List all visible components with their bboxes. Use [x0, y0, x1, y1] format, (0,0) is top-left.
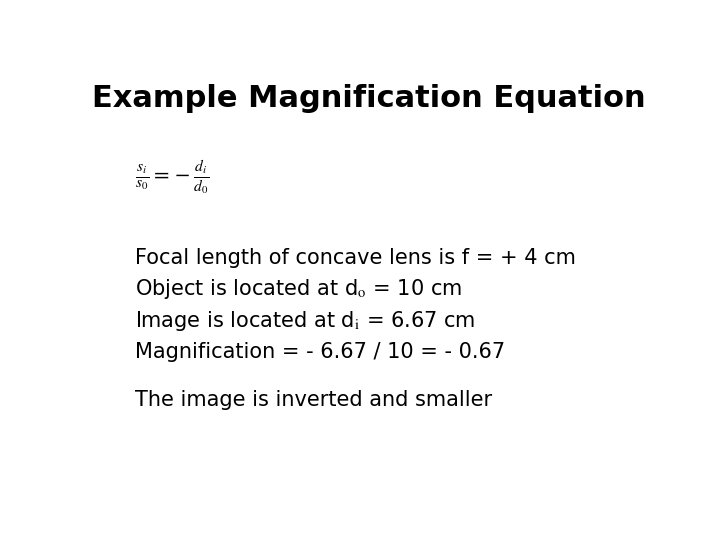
Text: $\frac{s_i}{s_0} = -\frac{d_i}{d_0}$: $\frac{s_i}{s_0} = -\frac{d_i}{d_0}$	[135, 158, 209, 196]
Text: Example Magnification Equation: Example Magnification Equation	[92, 84, 646, 112]
Text: Object is located at d$_{\mathrm{o}}$ = 10 cm: Object is located at d$_{\mathrm{o}}$ = …	[135, 278, 462, 301]
Text: Focal length of concave lens is f = + 4 cm: Focal length of concave lens is f = + 4 …	[135, 248, 575, 268]
Text: The image is inverted and smaller: The image is inverted and smaller	[135, 389, 492, 409]
Text: Image is located at d$_{\mathrm{i}}$ = 6.67 cm: Image is located at d$_{\mathrm{i}}$ = 6…	[135, 308, 475, 333]
Text: Magnification = - 6.67 / 10 = - 0.67: Magnification = - 6.67 / 10 = - 0.67	[135, 342, 505, 362]
